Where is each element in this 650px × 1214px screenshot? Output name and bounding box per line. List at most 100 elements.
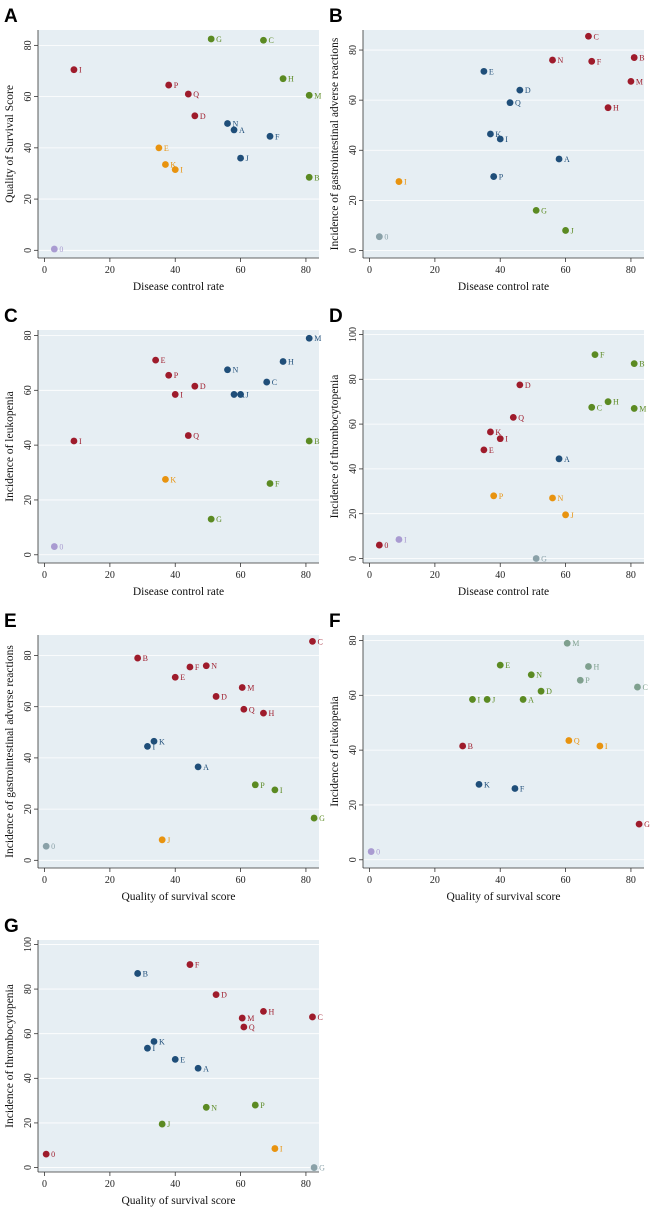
chart-b-point-label: H [613,104,619,113]
chart-g-point-e [171,1055,179,1063]
chart-a-point-m [305,91,313,99]
chart-g-ytick-label: 60 [23,1029,34,1039]
chart-c-ylabel: Incidence of leukopenia [4,391,16,501]
chart-d-point-label: P [499,492,504,501]
chart-f-ytick-label: 40 [348,745,359,755]
chart-c-ytick-label: 60 [23,385,34,395]
chart-d-point-label: H [613,398,619,407]
chart-e-point-d [212,693,220,700]
chart-f-xtick-label: 80 [626,875,636,886]
chart-a-xlabel: Disease control rate [133,281,224,293]
panel-b: B 0 20 40 60 80 0 20 40 60 80 Disease control rate I… [325,0,650,300]
panel-d: D 0 20 40 60 80 100 0 20 40 60 80 Disease control ra… [325,300,650,605]
chart-e-point-label: M [247,683,254,692]
chart-b-point-h [604,104,612,112]
chart-b-ytick-label: 40 [348,145,359,155]
chart-f-point-label: B [468,742,473,751]
chart-b-point-a [555,155,563,163]
chart-b-point-d [516,86,524,94]
chart-f-point-c [634,683,641,691]
chart-a-svg: A 0 20 40 60 80 0 20 40 60 80 Disease control rate Q… [4,6,321,293]
chart-e-point-g [310,814,318,822]
chart-c-xtick-label: 60 [236,570,246,581]
chart-c-point-e [152,356,160,364]
chart-c-point-b [305,437,313,445]
chart-e-point-n [202,662,210,670]
chart-c-point-c [263,378,271,386]
chart-g-svg: G 0 20 40 60 80 100 0 20 40 60 80 Quality of surviva… [4,916,325,1207]
chart-f-point-g [635,820,643,828]
chart-e-point-label: J [167,836,170,845]
chart-a-point-label: I [180,166,183,175]
chart-a-point-label: F [275,132,280,141]
chart-e-point-label: Q [249,705,255,714]
chart-a-point-e [155,144,163,152]
chart-f-point-label: C [642,683,647,692]
chart-d-point-label: Q [518,413,524,422]
chart-f-point-label: K [484,780,490,789]
chart-a-point-i [171,166,179,174]
chart-b-point-label: 0 [384,233,388,242]
chart-d-point-label: I [505,435,508,444]
chart-g-ylabel: Incidence of thrombocytopenia [4,984,16,1128]
chart-a-point-label: M [314,91,321,100]
chart-e-point-label: F [195,663,200,672]
chart-d-point-label: F [600,351,605,360]
chart-a-point-g [207,35,215,43]
chart-b-svg: B 0 20 40 60 80 0 20 40 60 80 Disease control rate I… [329,6,645,293]
chart-e-point-label: A [203,763,209,772]
chart-b-point-p [490,173,498,180]
chart-f-point-label: 0 [376,848,380,857]
chart-a-point-label: K [170,160,176,169]
chart-c-xtick-label: 40 [170,570,180,581]
chart-e-point-label: C [317,637,322,646]
chart-g-point-label: C [317,1013,322,1022]
chart-a-point-label: A [239,126,245,135]
chart-b-point-label: A [564,155,570,164]
chart-d-point-i [395,536,403,543]
chart-d-point-e [480,446,488,454]
chart-b-xtick-label: 20 [430,265,440,276]
panel-f: F 0 20 40 60 80 0 20 40 60 80 Quality of survival s… [325,605,650,910]
chart-e-point-label: B [143,654,148,663]
chart-c-point-0 [50,543,58,550]
chart-e-ytick-label: 80 [23,650,34,660]
chart-c-xtick-label: 20 [105,570,115,581]
chart-f-xtick-label: 40 [495,875,505,886]
chart-f-point-label: E [505,661,510,670]
chart-b-point-e [480,67,488,75]
chart-c-svg: C 0 20 40 60 80 0 20 40 60 80 Disease control rate I… [4,306,321,598]
chart-g-point-label: E [180,1055,185,1064]
chart-g-point-k [150,1038,158,1045]
chart-b-xtick-label: 40 [495,265,505,276]
chart-b-xlabel: Disease control rate [458,281,549,293]
chart-f-point-label: D [546,687,552,696]
chart-c-point-label: J [246,390,249,399]
chart-e-point-i [144,742,151,750]
chart-f-point-q [565,737,573,744]
chart-c-xtick-label: 80 [301,570,311,581]
chart-b-point-label: G [541,206,547,215]
chart-c-point-i [171,391,179,398]
chart-a-point-j [237,154,244,162]
chart-g-point-label: M [247,1014,254,1023]
chart-a-point-label: C [268,36,273,45]
chart-b-plot-area [363,30,644,258]
chart-g-point-label: G [319,1164,325,1173]
chart-e-xtick-label: 40 [170,875,180,886]
chart-d-point-label: D [525,381,531,390]
chart-e-xtick-label: 20 [105,875,115,886]
chart-d-point-0 [375,541,383,549]
chart-b-point-label: D [525,86,531,95]
chart-b-point-label: K [495,130,501,139]
chart-c-point-label: K [170,475,176,484]
chart-f-panel-letter: F [329,611,341,632]
chart-e-point-label: I [152,742,155,751]
chart-e-point-label: D [221,692,227,701]
chart-g-point-label: P [260,1101,265,1110]
chart-c-xlabel: Disease control rate [133,586,224,598]
chart-f-point-label: F [520,785,525,794]
chart-d-xlabel: Disease control rate [458,586,549,598]
chart-f-ytick-label: 20 [348,800,359,810]
chart-a-point-label: H [288,75,294,84]
